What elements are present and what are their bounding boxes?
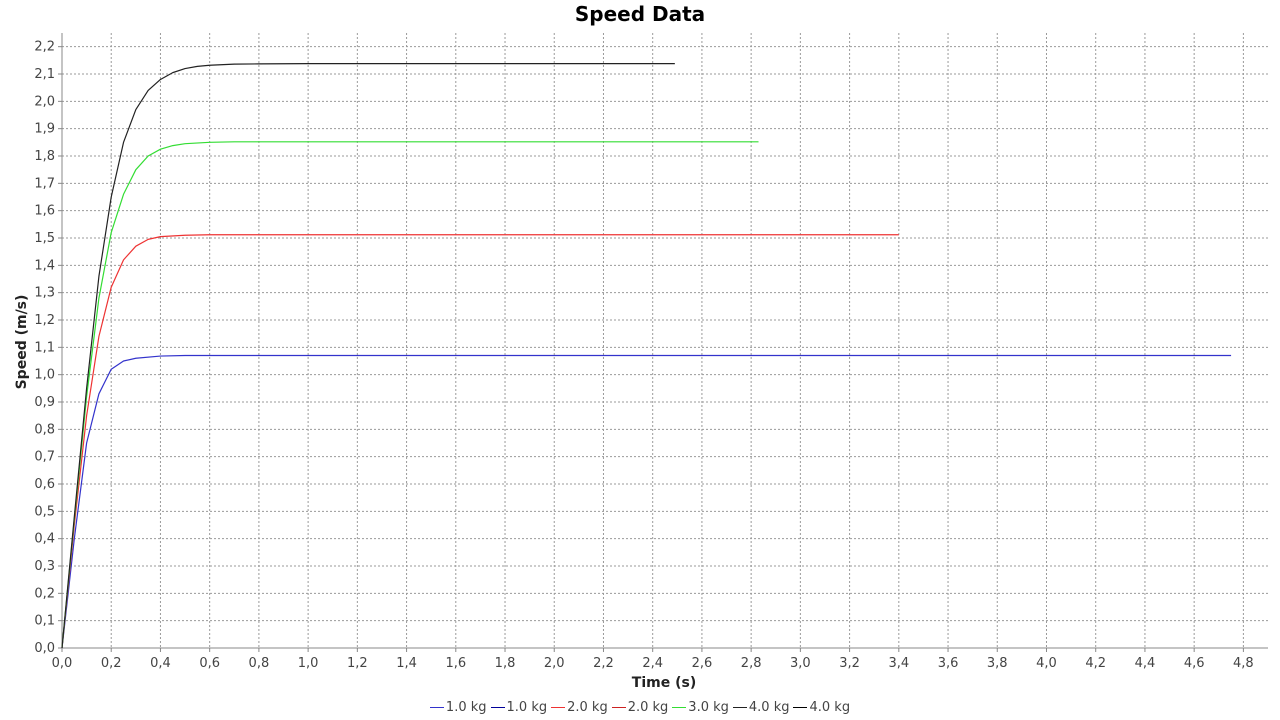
x-tick-label: 2,4 [642,656,663,671]
legend-swatch [611,707,626,708]
legend-label: 1.0 kg [506,700,548,715]
y-tick-label: 0,2 [34,586,55,601]
x-tick-label: 2,6 [692,656,713,671]
y-tick-label: 1,0 [34,368,55,383]
series-layer [61,63,1232,649]
x-tick-label: 1,8 [495,656,516,671]
x-tick-label: 0,4 [150,656,171,671]
series-line-1-0-kg-0 [61,354,1232,649]
legend-label: 2.0 kg [627,700,669,715]
x-tick-label: 4,6 [1184,656,1205,671]
legend-item: 4.0 kg [793,700,850,715]
x-tick-label: 4,2 [1085,656,1106,671]
x-tick-label: 4,4 [1135,656,1156,671]
legend-label: 2.0 kg [567,700,608,715]
x-tick-label: 1,2 [347,656,368,671]
series-line-2-0-kg-2 [61,234,899,649]
legend-item: 1.0 kg [490,700,548,715]
legend-swatch [732,707,747,708]
x-tick-label: 2,2 [593,656,614,671]
legend: 1.0 kg 1.0 kg 2.0 kg 2.0 kg 3.0 kg 4.0 kg 4.0 … [0,700,1280,715]
y-tick-label: 1,3 [34,286,55,301]
x-tick-label: 1,0 [298,656,319,671]
chart-title: Speed Data [574,2,706,26]
plot-area [62,33,1268,648]
x-tick-label: 0,6 [199,656,220,671]
y-tick-label: 1,5 [34,231,55,246]
y-tick-label: 1,7 [34,176,55,191]
y-tick-label: 1,8 [34,149,55,164]
legend-item: 1.0 kg [429,700,487,715]
legend-swatch [429,707,444,708]
grid-layer [62,33,1268,648]
y-tick-label: 0,5 [34,504,55,519]
x-tick-label: 3,6 [938,656,959,671]
x-tick-label: 3,2 [839,656,860,671]
y-tick-label: 1,2 [34,313,55,328]
y-tick-label: 0,3 [34,559,55,574]
legend-swatch [672,707,687,708]
x-tick-label: 4,8 [1233,656,1254,671]
series-line-3-0-kg-4 [61,141,759,649]
y-tick-label: 0,1 [34,614,55,629]
legend-item: 2.0 kg [611,700,669,715]
x-tick-label: 3,0 [790,656,811,671]
y-tick-label: 2,1 [34,67,55,82]
y-tick-label: 1,6 [34,204,55,219]
legend-swatch [490,707,505,708]
y-tick-label: 2,0 [34,94,55,109]
y-tick-label: 1,4 [34,258,55,273]
x-tick-label: 1,6 [445,656,466,671]
x-axis-title: Time (s) [632,675,696,691]
x-tick-label: 0,8 [249,656,270,671]
legend-item: 2.0 kg [551,700,608,715]
y-tick-label: 0,7 [34,450,55,465]
y-axis-title: Speed (m/s) [14,295,30,390]
legend-item: 3.0 kg [672,700,729,715]
y-tick-label: 2,2 [34,40,55,55]
y-tick-label: 1,9 [34,122,55,137]
legend-item: 4.0 kg [732,700,790,715]
x-tick-label: 3,4 [888,656,909,671]
x-tick-label: 2,8 [741,656,762,671]
y-tick-label: 0,8 [34,422,55,437]
x-tick-label: 1,4 [396,656,417,671]
y-tick-label: 0,9 [34,395,55,410]
axis-layer: 0,0 0,2 0,4 0,6 0,8 1,0 1,2 1,4 1,6 1,8 2,0 2,2 2,4 2… [34,33,1268,671]
y-tick-label: 1,1 [34,340,55,355]
legend-label: 4.0 kg [748,700,790,715]
legend-swatch [793,707,808,708]
x-tick-label: 4,0 [1036,656,1057,671]
x-tick-label: 2,0 [544,656,565,671]
x-tick-label: 0,2 [101,656,122,671]
legend-label: 3.0 kg [688,700,729,715]
y-tick-label: 0,0 [34,641,55,656]
y-tick-label: 0,6 [34,477,55,492]
x-tick-label: 3,8 [987,656,1008,671]
series-line-4-0-kg-5 [61,63,675,649]
legend-label: 4.0 kg [809,700,851,715]
legend-swatch [551,707,566,708]
x-tick-label: 0,0 [52,656,73,671]
y-tick-label: 0,4 [34,532,55,547]
legend-label: 1.0 kg [445,700,487,715]
